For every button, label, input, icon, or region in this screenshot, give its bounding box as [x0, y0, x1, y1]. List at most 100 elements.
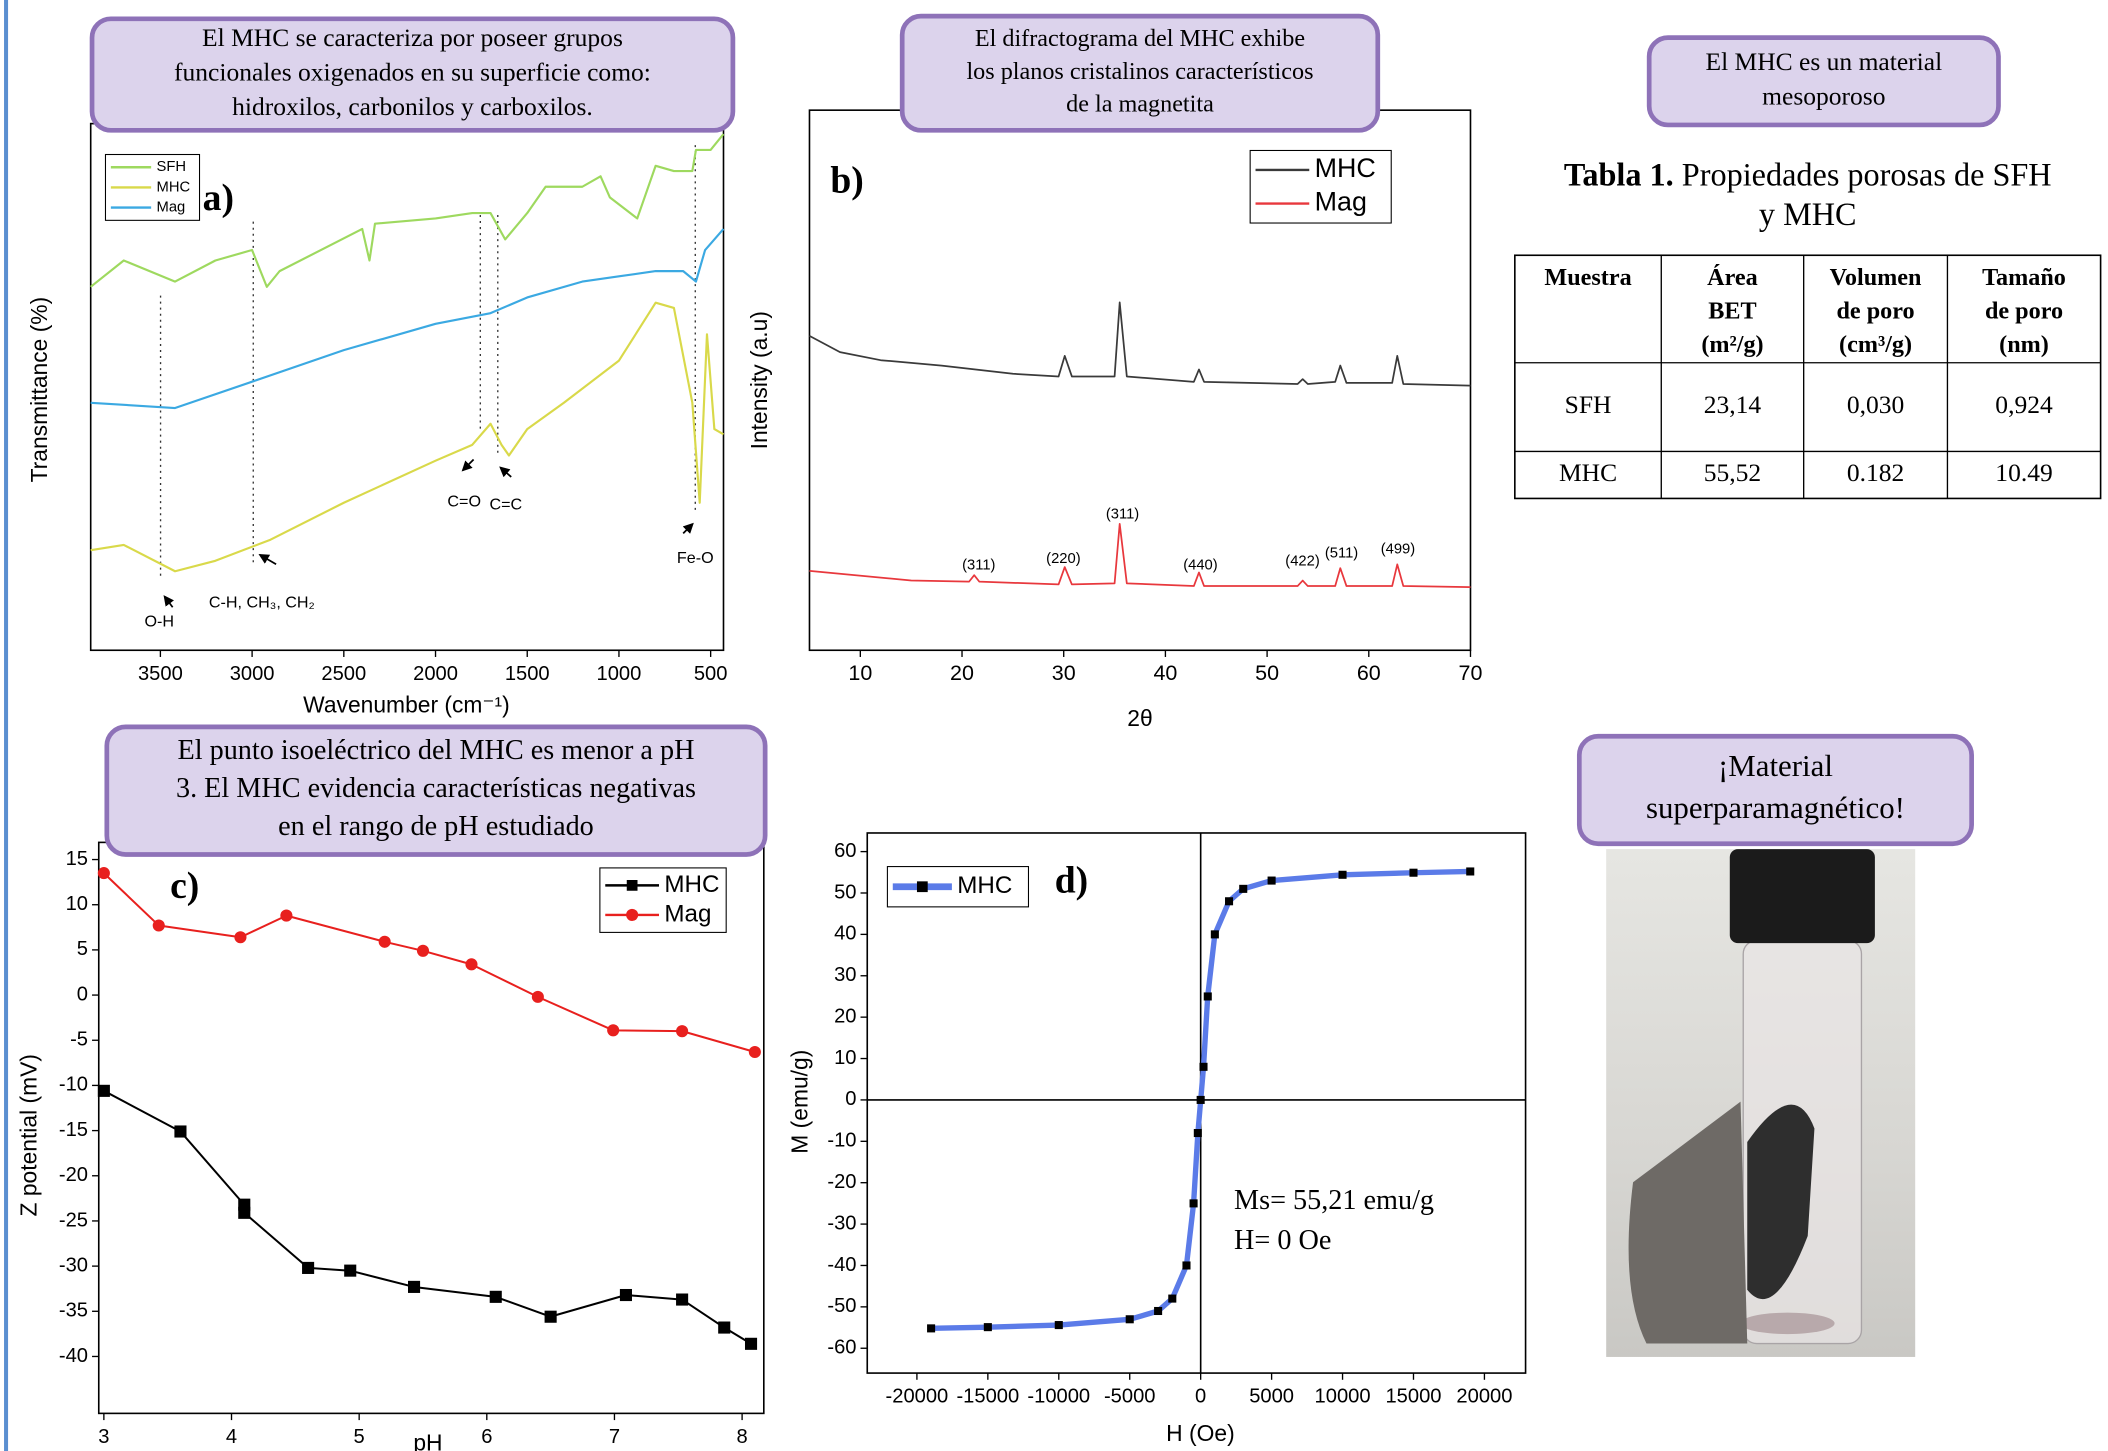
- table-cell: MHC: [1559, 458, 1617, 487]
- y-tick-label: -40: [827, 1254, 856, 1276]
- legend-marker: [627, 880, 638, 891]
- panel-label: c): [170, 865, 199, 907]
- panel-label: a): [203, 177, 234, 219]
- x-tick-label: 2500: [321, 663, 366, 685]
- x-axis-label: 2θ: [1127, 705, 1152, 731]
- x-axis-label: H (Oe): [1166, 1420, 1235, 1446]
- callout-text: mesoporoso: [1762, 81, 1885, 110]
- poster: 350030002500200015001000500Wavenumber (c…: [0, 0, 2108, 1451]
- annotation: O-H: [144, 612, 174, 630]
- y-tick-label: 60: [834, 840, 856, 862]
- marker: [984, 1323, 992, 1331]
- x-tick-label: 4: [226, 1426, 237, 1448]
- marker: [1197, 1096, 1205, 1104]
- table-caption: y MHC: [1759, 196, 1857, 232]
- vial-cap: [1730, 849, 1875, 943]
- marker: [1268, 877, 1276, 885]
- marker: [344, 1265, 356, 1277]
- legend-label: MHC: [957, 872, 1012, 899]
- table-header: Tamaño: [1982, 264, 2066, 291]
- marker: [1339, 871, 1347, 879]
- marker: [174, 1125, 186, 1137]
- annotation: Fe-O: [677, 549, 714, 567]
- x-tick-label: -15000: [956, 1386, 1019, 1408]
- callout-text: El punto isoeléctrico del MHC es menor a…: [178, 735, 695, 766]
- y-tick-label: 0: [77, 983, 88, 1005]
- marker: [153, 919, 165, 931]
- marker: [490, 1291, 502, 1303]
- marker: [1199, 1063, 1207, 1071]
- marker: [238, 1207, 250, 1219]
- y-tick-label: -50: [827, 1295, 856, 1317]
- y-tick-label: -40: [59, 1345, 88, 1367]
- y-tick-label: 15: [66, 848, 88, 870]
- annotation: (511): [1325, 545, 1358, 561]
- marker: [1204, 992, 1212, 1000]
- y-tick-label: -15: [59, 1119, 88, 1141]
- marker: [1182, 1261, 1190, 1269]
- marker: [98, 867, 110, 879]
- x-tick-label: 3000: [230, 663, 275, 685]
- annotation: H= 0 Oe: [1234, 1225, 1331, 1256]
- y-tick-label: -30: [59, 1254, 88, 1276]
- table-header: de poro: [1985, 298, 2063, 325]
- y-tick-label: 40: [834, 923, 856, 945]
- table-header: (nm): [1999, 331, 2049, 358]
- marker: [1239, 885, 1247, 893]
- legend-marker: [917, 881, 928, 892]
- legend-marker: [626, 909, 638, 921]
- y-axis-label: Z potential (mV): [15, 1054, 41, 1216]
- x-tick-label: -5000: [1104, 1386, 1156, 1408]
- table-cell: SFH: [1565, 390, 1612, 419]
- annotation: C-H, CH₃, CH₂: [209, 594, 315, 612]
- panel-label: d): [1055, 860, 1088, 902]
- marker: [408, 1281, 420, 1293]
- marker: [676, 1293, 688, 1305]
- sediment: [1741, 1313, 1835, 1334]
- x-tick-label: 20000: [1456, 1386, 1512, 1408]
- x-tick-label: 40: [1153, 661, 1177, 685]
- annotation: (499): [1381, 541, 1415, 557]
- marker: [1168, 1295, 1176, 1303]
- annotation: (440): [1183, 558, 1217, 574]
- photo: [1606, 849, 1915, 1357]
- marker: [745, 1338, 757, 1350]
- callout-text: 3. El MHC evidencia características nega…: [176, 773, 696, 804]
- marker: [532, 991, 544, 1003]
- x-tick-label: 60: [1357, 661, 1381, 685]
- marker: [927, 1324, 935, 1332]
- annotation: (220): [1046, 551, 1080, 567]
- marker: [417, 945, 429, 957]
- callout-text: los planos cristalinos característicos: [966, 58, 1313, 85]
- x-tick-label: 3500: [138, 663, 183, 685]
- x-axis-label: pH: [413, 1429, 442, 1451]
- table-header: Área: [1707, 263, 1758, 291]
- table-header: Muestra: [1544, 264, 1631, 291]
- y-tick-label: -10: [59, 1074, 88, 1096]
- y-tick-label: -30: [827, 1212, 856, 1234]
- marker: [1190, 1199, 1198, 1207]
- callout-text: superparamagnético!: [1646, 790, 1905, 825]
- y-axis-label: M (emu/g): [786, 1050, 812, 1154]
- x-tick-label: 15000: [1385, 1386, 1441, 1408]
- panel-label: b): [830, 160, 863, 202]
- x-tick-label: 10: [848, 661, 872, 685]
- marker: [718, 1322, 730, 1334]
- x-tick-label: 6: [481, 1426, 492, 1448]
- table-header: (m²/g): [1701, 331, 1763, 358]
- callout-text: El difractograma del MHC exhibe: [975, 25, 1305, 52]
- y-tick-label: -5: [70, 1029, 88, 1051]
- x-tick-label: 2000: [413, 663, 458, 685]
- callout-text: en el rango de pH estudiado: [278, 811, 594, 842]
- annotation: Ms= 55,21 emu/g: [1234, 1185, 1434, 1216]
- annotation: (422): [1285, 553, 1319, 569]
- y-axis-label: Intensity (a.u): [746, 311, 772, 449]
- table-caption: Tabla 1.Propiedades porosas de SFH: [1564, 157, 2052, 193]
- caption-text: Propiedades porosas de SFH: [1682, 157, 2052, 193]
- x-tick-label: 7: [609, 1426, 620, 1448]
- y-tick-label: -20: [59, 1164, 88, 1186]
- table-header: de poro: [1836, 298, 1914, 325]
- table-cell: 55,52: [1704, 458, 1761, 487]
- legend-label: MHC: [1315, 153, 1376, 183]
- marker: [607, 1024, 619, 1036]
